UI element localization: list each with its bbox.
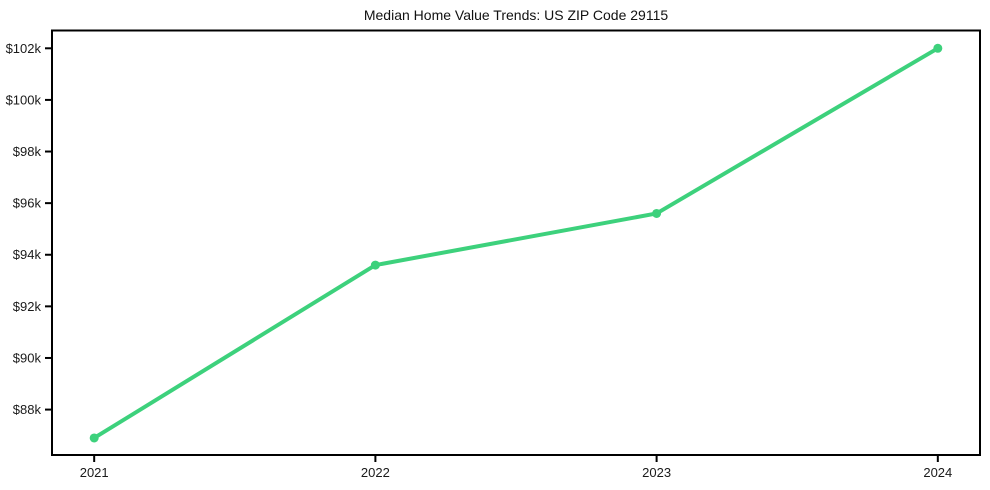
data-point-marker	[89, 433, 99, 443]
y-tick-label: $90k	[13, 350, 42, 365]
x-tick-label: 2021	[80, 465, 109, 480]
chart-title: Median Home Value Trends: US ZIP Code 29…	[363, 7, 669, 23]
trend-line	[92, 46, 940, 440]
y-tick-label: $98k	[13, 144, 42, 159]
y-tick-label: $94k	[13, 247, 42, 262]
x-tick-label: 2023	[642, 465, 671, 480]
y-tick-label: $88k	[13, 402, 42, 417]
y-tick-label: $100k	[6, 92, 42, 107]
x-tick-label: 2024	[923, 465, 952, 480]
data-point-marker	[652, 208, 662, 218]
plot-frame	[51, 29, 981, 456]
data-point-marker	[370, 260, 380, 270]
y-tick-label: $102k	[6, 41, 42, 56]
data-point-marker	[933, 43, 943, 53]
y-tick-label: $92k	[13, 299, 42, 314]
y-tick-label: $96k	[13, 196, 42, 211]
x-tick-label: 2022	[361, 465, 390, 480]
